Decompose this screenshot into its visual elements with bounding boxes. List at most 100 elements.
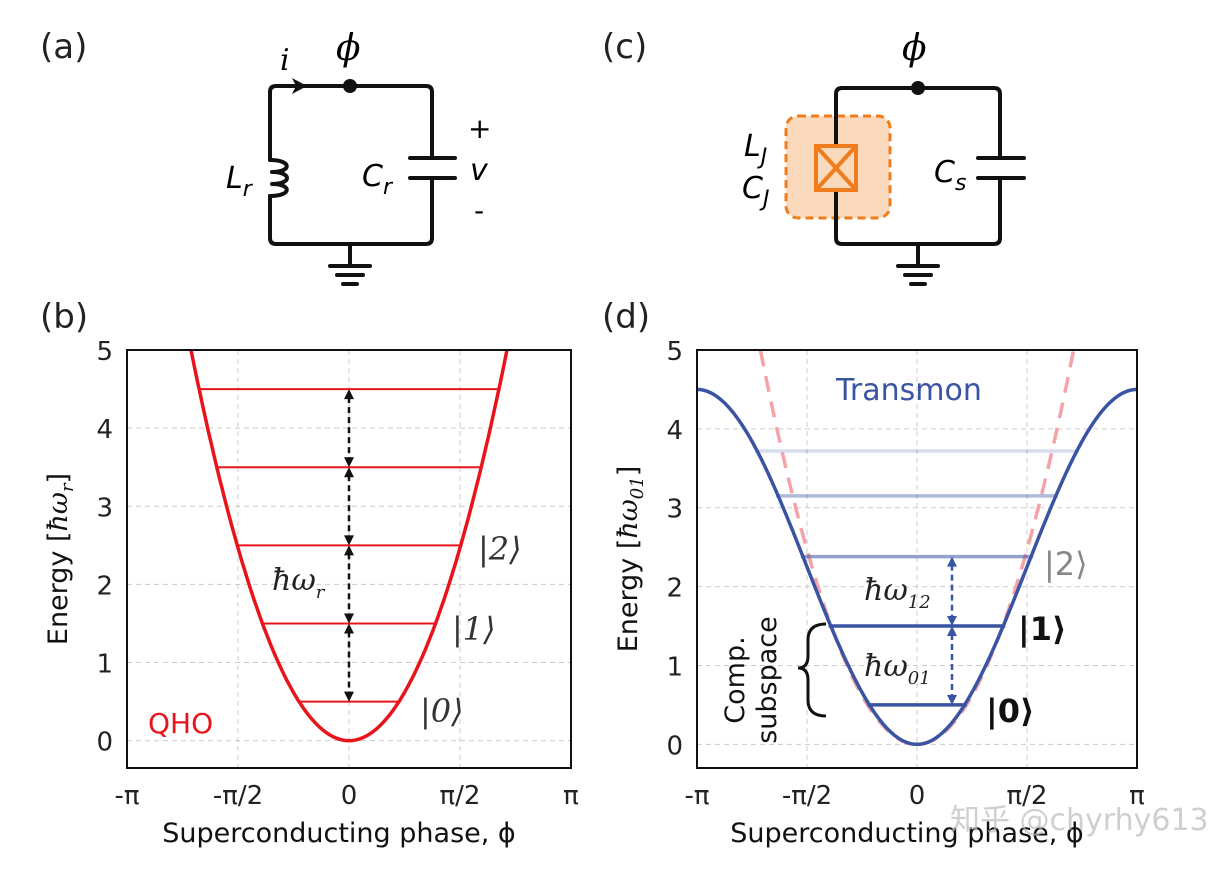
potential-curve <box>697 387 1137 747</box>
potential-name: Transmon <box>835 373 982 408</box>
arrow-head-icon <box>947 626 957 637</box>
x-tick-label: -π/2 <box>213 781 263 811</box>
y-tick-label: 4 <box>96 415 113 445</box>
arrow-head-icon <box>947 556 957 567</box>
arrow-head-icon <box>344 457 354 468</box>
y-tick-label: 5 <box>96 337 113 367</box>
circuit-wire <box>268 84 434 246</box>
ground-icon <box>328 242 372 286</box>
voltage-label: v <box>470 153 489 188</box>
lc-circuit: i ϕ Lr Cr + v - <box>226 28 491 286</box>
plus-sign: + <box>468 112 491 145</box>
minus-sign: - <box>474 194 484 227</box>
x-tick-label: -π/2 <box>782 781 832 811</box>
node-dot <box>343 79 357 93</box>
x-tick-label: -π <box>114 781 139 811</box>
arrow-head-icon <box>344 535 354 546</box>
y-tick-label: 5 <box>666 337 683 367</box>
y-tick-label: 1 <box>666 652 683 682</box>
brace-icon <box>797 622 827 718</box>
x-tick-label: π/2 <box>1007 781 1048 811</box>
math-symbol: ħω <box>864 649 908 684</box>
arrow-head-icon <box>344 623 354 634</box>
y-axis-label-part: 01 <box>627 476 648 499</box>
brace-label: Comp.subspace <box>720 616 783 744</box>
y-tick-label: 3 <box>666 495 683 525</box>
x-tick-label: 0 <box>341 781 358 811</box>
x-tick-label: 0 <box>909 781 926 811</box>
x-axis-label: Superconducting phase, ϕ <box>162 818 515 849</box>
math-subscript: 01 <box>908 668 931 689</box>
y-tick-label: 3 <box>96 493 113 523</box>
state-label: |2⟩ <box>478 530 522 568</box>
x-tick-label: π/2 <box>440 781 481 811</box>
math-symbol: ħω <box>272 563 316 598</box>
josephson-junction-icon <box>814 144 858 192</box>
spacing-label: ħωr <box>272 563 326 603</box>
state-label: |0⟩ <box>420 692 464 730</box>
x-tick-label: π <box>563 781 579 811</box>
capacitor-label: Cr <box>362 159 394 200</box>
y-axis-label-part: ] <box>613 466 644 477</box>
math-subscript: r <box>316 582 326 603</box>
y-axis-label: Energy [ħωr] <box>43 473 78 645</box>
axes-frame <box>696 349 1138 769</box>
state-label: |1⟩ <box>1018 610 1067 649</box>
brace-label-line: subspace <box>752 616 783 744</box>
state-label: |0⟩ <box>986 692 1035 731</box>
y-axis-label-part: ħω <box>613 499 644 538</box>
current-arrow-icon <box>292 78 307 94</box>
arrow-head-icon <box>947 616 957 627</box>
state-label: |2⟩ <box>1044 545 1088 583</box>
x-tick-label: π <box>1129 781 1145 811</box>
transmon-circuit: ϕ LJ CJ Cs <box>742 28 1026 286</box>
ground-icon <box>896 242 940 286</box>
panel-label-c: (c) <box>602 27 647 67</box>
y-tick-label: 4 <box>666 416 683 446</box>
arrow-head-icon <box>947 694 957 705</box>
panel-label-d: (d) <box>602 297 650 337</box>
inductor-icon <box>268 158 289 198</box>
math-subscript: 12 <box>908 592 931 613</box>
junction-inductance-label: LJ <box>744 129 767 170</box>
y-axis-label-part: ] <box>43 473 74 484</box>
current-label: i <box>280 43 290 78</box>
state-label: |1⟩ <box>452 610 496 648</box>
y-axis-label: Energy [ħω01] <box>613 466 648 653</box>
arrow-head-icon <box>344 613 354 624</box>
node-phase-label: ϕ <box>336 28 361 69</box>
x-axis-label: Superconducting phase, ϕ <box>730 818 1083 849</box>
y-axis-label-part: Energy [ <box>43 531 74 645</box>
brace-label-line: Comp. <box>720 636 751 723</box>
y-tick-label: 0 <box>96 728 113 758</box>
math-symbol: ħω <box>864 573 908 608</box>
y-tick-label: 2 <box>666 574 683 604</box>
x-tick-label: -π <box>684 781 709 811</box>
y-tick-label: 2 <box>96 571 113 601</box>
y-axis-label-part: r <box>57 482 78 492</box>
y-tick-label: 0 <box>666 731 683 761</box>
arrow-head-icon <box>344 545 354 556</box>
spacing-label-12: ħω12 <box>864 573 931 613</box>
plot-area <box>697 350 1137 747</box>
shunt-capacitor-label: Cs <box>934 155 966 196</box>
node-dot <box>911 81 925 95</box>
junction-capacitance-label: CJ <box>742 171 769 212</box>
axes-frame <box>126 349 572 769</box>
potential-name: QHO <box>148 707 213 740</box>
y-axis-label-part: Energy [ <box>613 539 644 653</box>
node-phase-label: ϕ <box>902 28 927 69</box>
arrow-head-icon <box>344 691 354 702</box>
watermark: 知乎 @chyrhy613 <box>950 803 1208 838</box>
qho-plot: -π -π/2 0 π/2 π 0 1 2 3 4 5 Superconducting phase, … <box>43 337 579 849</box>
spacing-label-01: ħω01 <box>864 649 931 689</box>
arrow-head-icon <box>344 467 354 478</box>
y-axis-label-part: ħω <box>43 492 74 531</box>
inductor-label: Lr <box>226 161 254 202</box>
arrow-head-icon <box>344 389 354 400</box>
panel-label-a: (a) <box>40 27 87 67</box>
y-tick-label: 1 <box>96 650 113 680</box>
potential-curve <box>189 350 509 743</box>
